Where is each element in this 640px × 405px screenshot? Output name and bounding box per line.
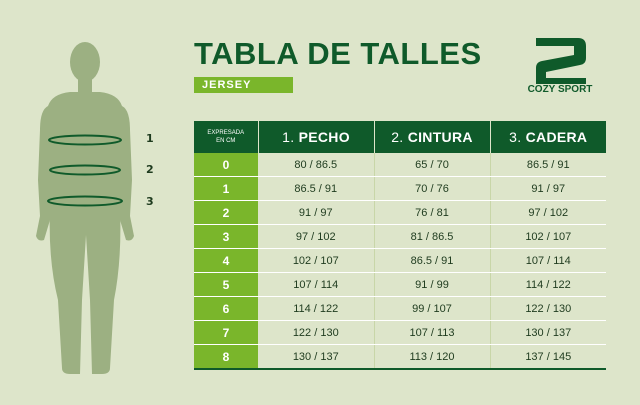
size-cell: 8 [194,344,258,370]
table-row: 6 114 / 122 99 / 107 122 / 130 [194,296,606,321]
brand-name: COZY SPORT [527,84,593,95]
column-number: 2. [391,129,404,145]
table-header-row: EXPRESADA EN CM 1. PECHO 2. CINTURA 3. C… [194,121,606,153]
cintura-cell: 81 / 86.5 [374,224,491,249]
pecho-cell: 114 / 122 [258,296,375,321]
cintura-cell: 76 / 81 [374,200,491,225]
cadera-cell: 97 / 102 [490,200,606,225]
units-label-line2: EN CM [216,138,236,144]
product-badge: JERSEY [194,77,294,93]
pecho-cell: 102 / 107 [258,248,375,273]
pecho-cell: 107 / 114 [258,272,375,297]
cintura-cell: 107 / 113 [374,320,491,345]
cadera-cell: 130 / 137 [490,320,606,345]
size-cell: 2 [194,200,258,225]
table-row: 5 107 / 114 91 / 99 114 / 122 [194,272,606,297]
size-cell: 5 [194,272,258,297]
cadera-cell: 122 / 130 [490,296,606,321]
column-number: 1. [282,129,295,145]
column-name: CINTURA [407,129,473,145]
pecho-cell: 122 / 130 [258,320,375,345]
cintura-cell: 70 / 76 [374,176,491,201]
cadera-cell: 91 / 97 [490,176,606,201]
units-header: EXPRESADA EN CM [194,121,259,153]
size-cell: 1 [194,176,258,201]
units-label-line1: EXPRESADA [207,130,245,136]
size-cell: 6 [194,296,258,321]
cintura-cell: 99 / 107 [374,296,491,321]
marker-waist-number: 2 [146,163,154,176]
cintura-cell: 65 / 70 [374,153,491,177]
column-header-pecho: 1. PECHO [258,121,375,153]
chest-measure-line [48,134,122,146]
cadera-cell: 102 / 107 [490,224,606,249]
pecho-cell: 97 / 102 [258,224,375,249]
pecho-cell: 91 / 97 [258,200,375,225]
cintura-cell: 91 / 99 [374,272,491,297]
cadera-cell: 137 / 145 [490,344,606,370]
cintura-cell: 86.5 / 91 [374,248,491,273]
table-row: 8 130 / 137 113 / 120 137 / 145 [194,344,606,370]
pecho-cell: 86.5 / 91 [258,176,375,201]
table-row: 0 80 / 86.5 65 / 70 86.5 / 91 [194,153,606,177]
human-silhouette-icon [36,42,134,374]
size-cell: 3 [194,224,258,249]
column-header-cintura: 2. CINTURA [374,121,491,153]
table-row: 1 86.5 / 91 70 / 76 91 / 97 [194,176,606,201]
cozy-sport-logo-icon [536,38,586,84]
waist-measure-line [49,164,121,176]
column-name: CADERA [525,129,588,145]
size-cell: 0 [194,153,258,177]
page-title: TABLA DE TALLES [194,36,482,71]
column-name: PECHO [298,129,350,145]
table-row: 3 97 / 102 81 / 86.5 102 / 107 [194,224,606,249]
column-header-cadera: 3. CADERA [490,121,606,153]
pecho-cell: 80 / 86.5 [258,153,375,177]
cintura-cell: 113 / 120 [374,344,491,370]
size-cell: 7 [194,320,258,345]
table-row: 7 122 / 130 107 / 113 130 / 137 [194,320,606,345]
cadera-cell: 114 / 122 [490,272,606,297]
marker-chest-number: 1 [146,132,154,145]
marker-hip-number: 3 [146,195,154,208]
size-cell: 4 [194,248,258,273]
pecho-cell: 130 / 137 [258,344,375,370]
cadera-cell: 86.5 / 91 [490,153,606,177]
column-number: 3. [509,129,522,145]
table-row: 2 91 / 97 76 / 81 97 / 102 [194,200,606,225]
hip-measure-line [47,195,123,207]
cadera-cell: 107 / 114 [490,248,606,273]
table-row: 4 102 / 107 86.5 / 91 107 / 114 [194,248,606,273]
size-chart-table: EXPRESADA EN CM 1. PECHO 2. CINTURA 3. C… [194,121,606,370]
